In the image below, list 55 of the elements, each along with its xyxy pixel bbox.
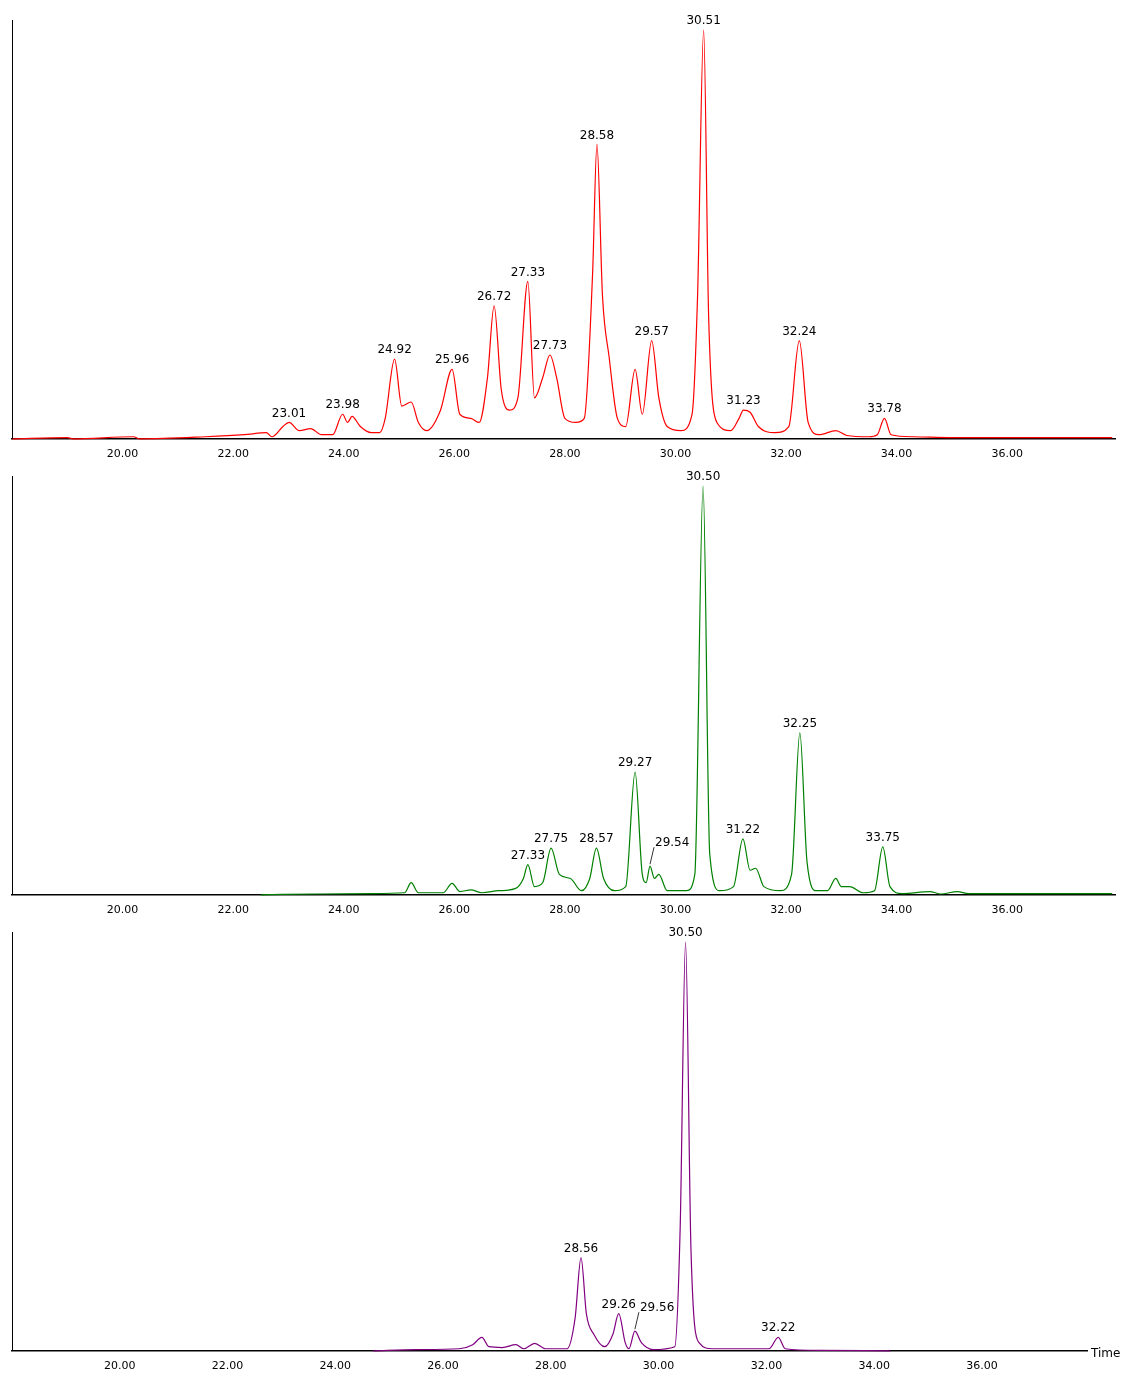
annotation: 27.33 (510, 264, 546, 279)
x-tick-label: 36.00 (991, 447, 1023, 461)
x-tick-label: 22.00 (217, 447, 249, 461)
x-axis-title: Time (1090, 1345, 1121, 1360)
annotation: 29.27 (617, 755, 653, 770)
x-tick-label: 28.00 (549, 447, 581, 461)
x-tick-label: 24.00 (327, 903, 360, 917)
annotation: 33.75 (865, 830, 900, 845)
annotation: 32.25 (782, 716, 818, 731)
x-tick-label: 20.00 (104, 1359, 136, 1373)
annotation: 27.73 (532, 338, 568, 353)
annotation: 30.50 (685, 469, 721, 484)
x-tick-label: 34.00 (858, 1359, 890, 1373)
annotation: 30.50 (668, 925, 703, 940)
annotation: 28.57 (579, 831, 614, 846)
x-tick-label: 34.00 (880, 903, 913, 917)
annotation: 23.98 (325, 397, 360, 412)
annotation: 33.78 (867, 401, 902, 416)
x-tick-label: 26.00 (438, 447, 471, 461)
x-tick-label: 26.00 (438, 903, 471, 917)
annotation: 29.57 (634, 323, 669, 338)
x-tick-label: 36.00 (966, 1359, 998, 1373)
x-tick-label: 28.00 (535, 1359, 567, 1373)
x-tick-label: 28.00 (549, 903, 581, 917)
x-tick-label: 24.00 (327, 447, 360, 461)
annotation: 26.72 (476, 289, 512, 304)
x-tick-label: 30.00 (659, 447, 692, 461)
x-tick-label: 36.00 (991, 903, 1023, 917)
annotation: 24.92 (377, 342, 412, 357)
annotation: 31.23 (726, 393, 761, 408)
annotation: 25.96 (434, 352, 470, 367)
annotation: 29.54 (655, 835, 690, 850)
x-tick-label: 22.00 (211, 1359, 244, 1373)
x-tick-label: 32.00 (770, 903, 802, 917)
x-tick-label: 30.00 (659, 903, 692, 917)
x-tick-label: 26.00 (427, 1359, 459, 1373)
annotation: 32.24 (782, 323, 817, 338)
x-tick-label: 34.00 (880, 447, 913, 461)
annotation: 23.01 (271, 405, 307, 420)
annotation: 32.22 (761, 1320, 796, 1335)
annotation: 28.56 (563, 1240, 599, 1255)
x-tick-label: 22.00 (217, 903, 249, 917)
annotation: 31.22 (725, 821, 761, 836)
annotation: 29.26 (601, 1296, 636, 1311)
annotation: 30.51 (686, 13, 721, 28)
x-tick-label: 24.00 (319, 1359, 352, 1373)
x-tick-label: 20.00 (106, 447, 139, 461)
annotation: 29.56 (639, 1300, 675, 1315)
x-tick-label: 20.00 (106, 903, 139, 917)
x-tick-label: 32.00 (750, 1359, 783, 1373)
annotation: 28.58 (579, 127, 615, 142)
x-tick-label: 32.00 (770, 447, 802, 461)
annotation: 27.75 (533, 831, 569, 846)
annotation: 27.33 (510, 847, 546, 862)
x-tick-label: 30.00 (642, 1359, 675, 1373)
